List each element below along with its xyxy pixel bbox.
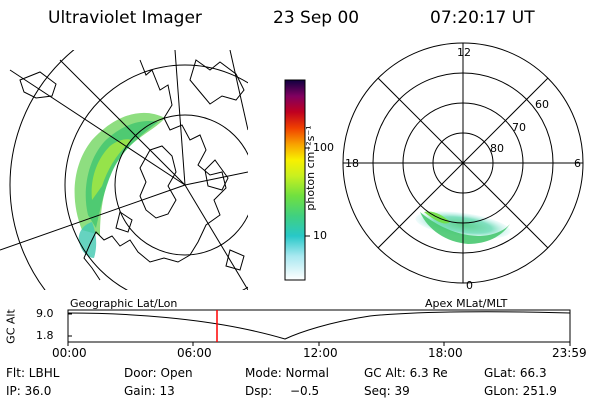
info-ip: IP: 36.0 xyxy=(6,384,52,398)
lat-label-60: 60 xyxy=(535,98,549,111)
geographic-map xyxy=(0,50,248,290)
timeline-axis-label: GC Alt xyxy=(4,309,18,344)
info-mode: Mode: Normal xyxy=(245,366,329,380)
info-seq: Seq: 39 xyxy=(364,384,410,398)
mlt-label-6: 6 xyxy=(574,157,581,170)
info-gc-alt: GC Alt: 6.3 Re xyxy=(364,366,448,380)
app-title: Ultraviolet Imager xyxy=(48,8,202,28)
lat-label-80: 80 xyxy=(490,142,504,155)
info-filter: Flt: LBHL xyxy=(6,366,60,380)
x-tick-06: 06:00 xyxy=(177,346,212,360)
colorbar xyxy=(284,79,310,281)
timeline-plot xyxy=(67,309,571,346)
mlt-label-18: 18 xyxy=(345,157,359,170)
info-glat: GLat: 66.3 xyxy=(484,366,547,380)
colorbar-unit-label: photon cm⁻²s⁻¹ xyxy=(304,125,317,211)
altitude-curve xyxy=(67,311,571,340)
x-tick-2359: 23:59 xyxy=(552,346,587,360)
lat-label-70: 70 xyxy=(512,121,526,134)
timeline-left-title: Geographic Lat/Lon xyxy=(70,297,178,310)
info-gain: Gain: 13 xyxy=(124,384,175,398)
info-dsp-label: Dsp: xyxy=(245,384,273,398)
date-label: 23 Sep 00 xyxy=(273,8,360,28)
info-glon: GLon: 251.9 xyxy=(484,384,557,398)
info-dsp-value: −0.5 xyxy=(290,384,320,398)
x-tick-12: 12:00 xyxy=(303,346,338,360)
y-tick-1-8: 1.8 xyxy=(36,329,54,342)
time-label: 07:20:17 UT xyxy=(430,8,535,28)
polar-plot xyxy=(342,42,584,284)
colorbar-tick-10: 10 xyxy=(313,229,327,242)
mlt-label-12: 12 xyxy=(457,46,471,59)
info-door: Door: Open xyxy=(124,366,193,380)
timeline-right-title: Apex MLat/MLT xyxy=(425,297,508,310)
x-tick-18: 18:00 xyxy=(428,346,463,360)
colorbar-tick-100: 100 xyxy=(313,141,334,154)
y-tick-9: 9.0 xyxy=(36,307,54,320)
mlt-label-0: 0 xyxy=(466,279,473,292)
x-tick-00: 00:00 xyxy=(52,346,87,360)
